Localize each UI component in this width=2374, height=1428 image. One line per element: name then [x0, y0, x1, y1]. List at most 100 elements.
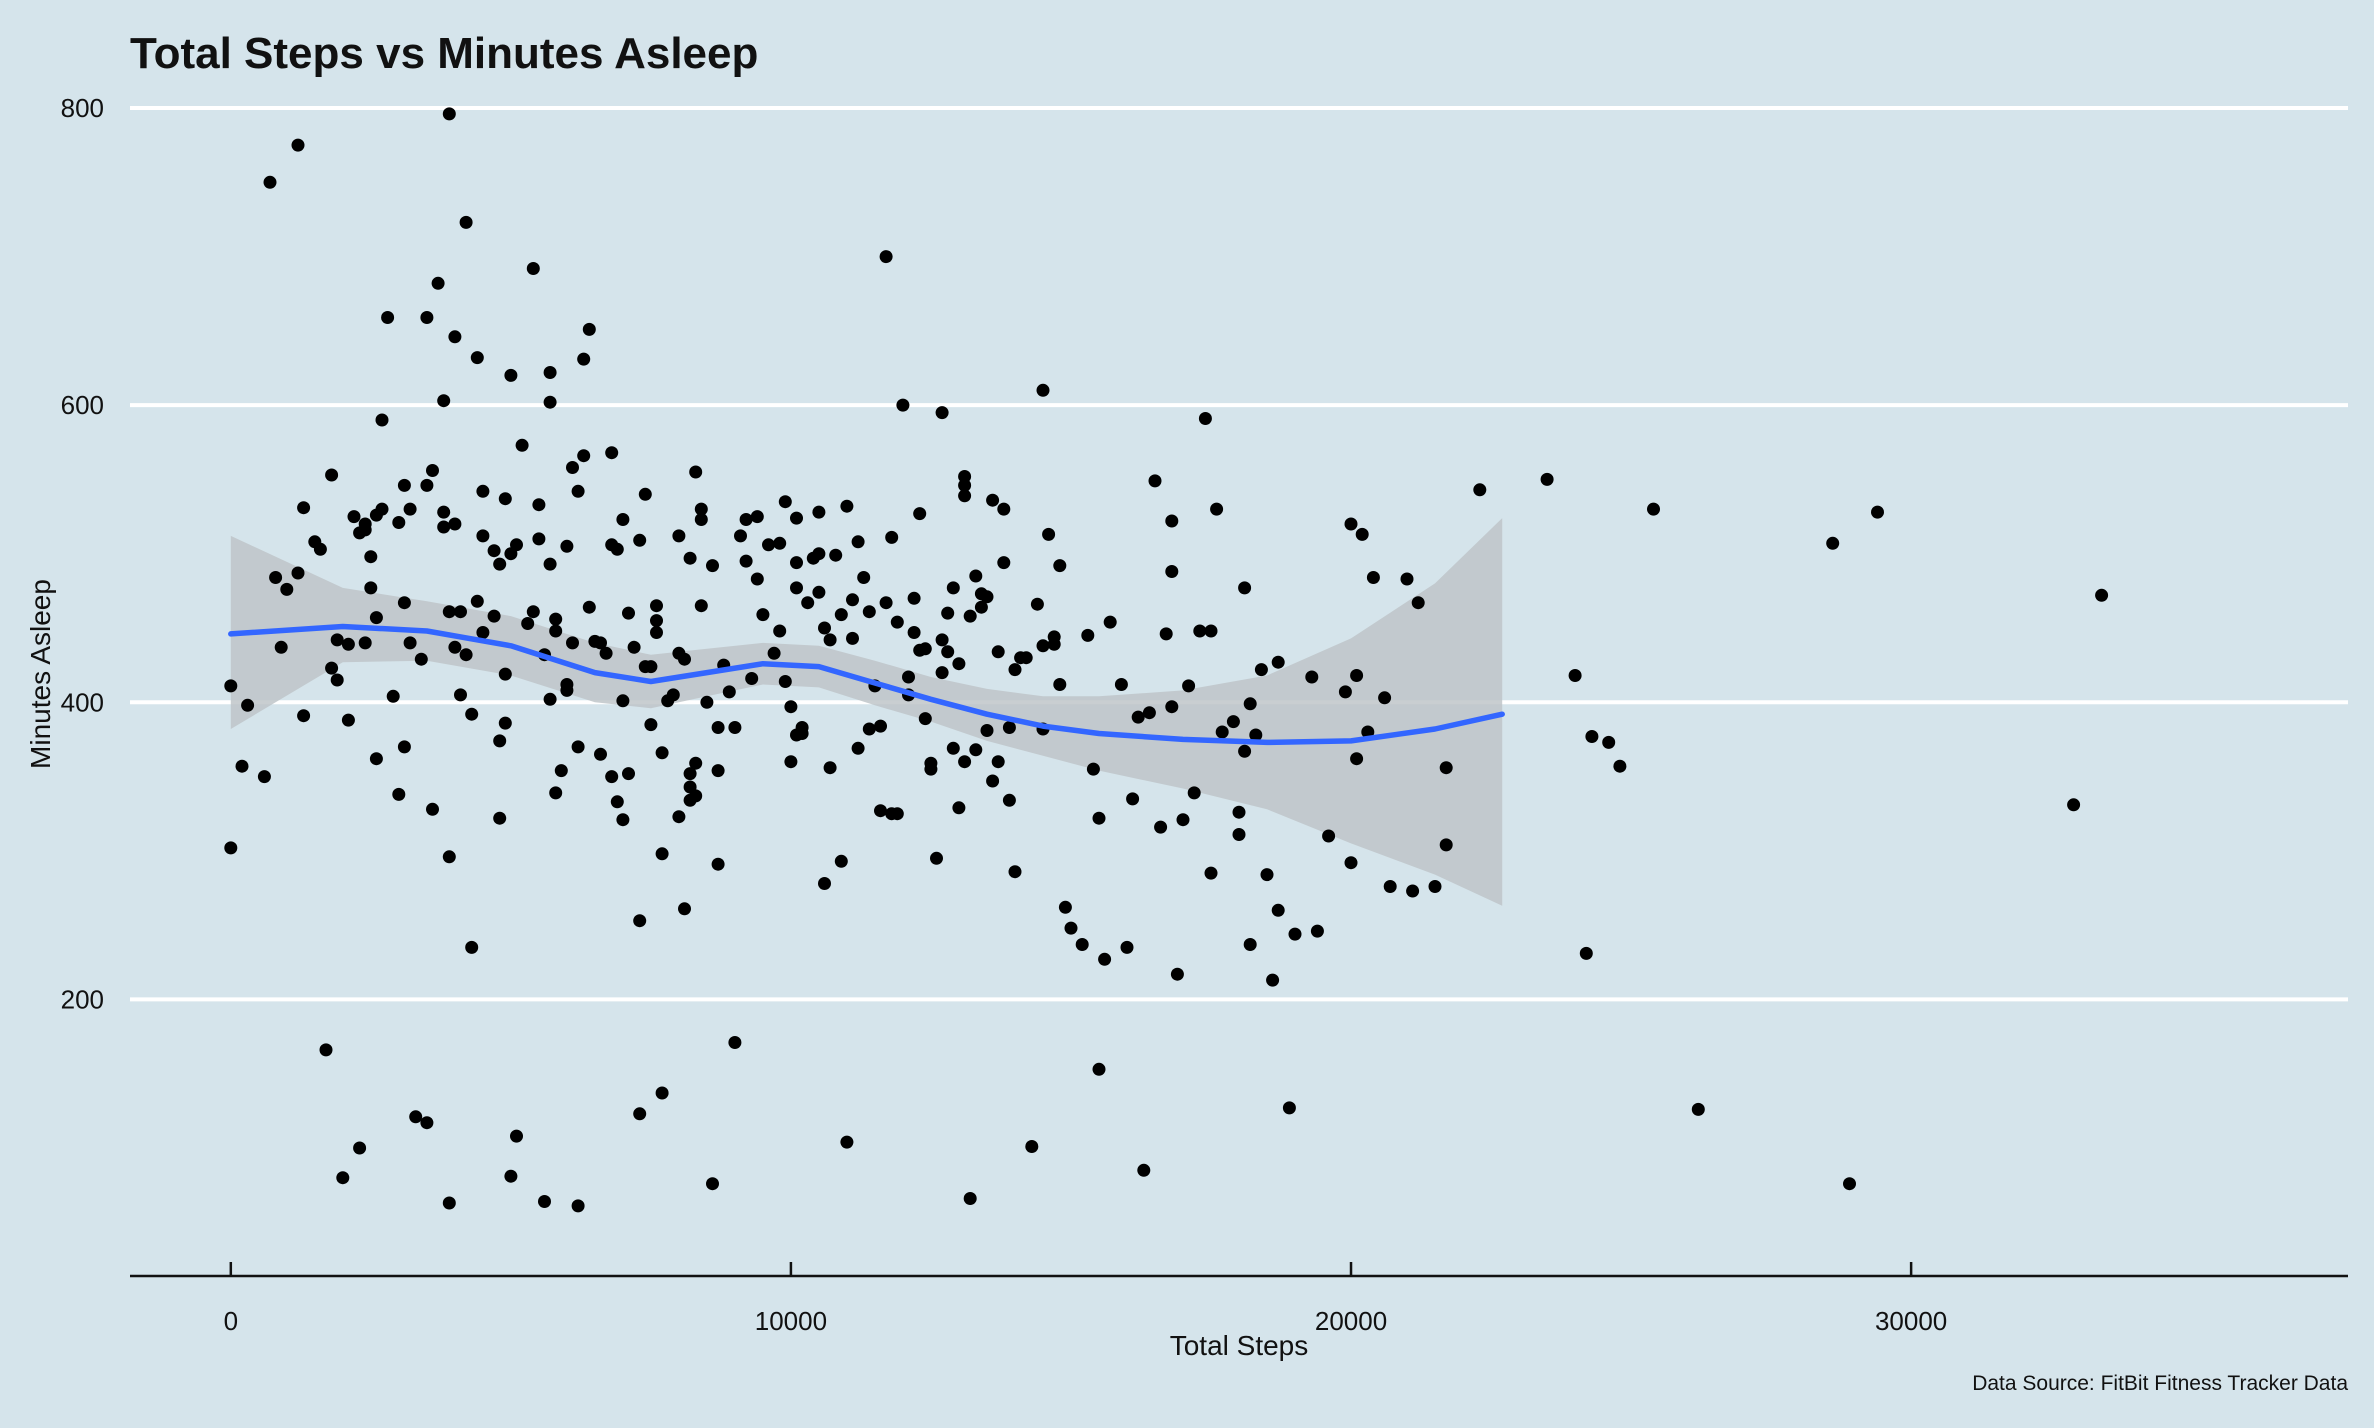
- data-point-349: [1691, 1102, 1705, 1116]
- data-point-178: [767, 646, 781, 660]
- smooth-trend-line: [228, 623, 1505, 746]
- data-point-278: [1075, 938, 1089, 951]
- data-point-158: [694, 513, 708, 526]
- data-point-70: [470, 594, 484, 608]
- data-point-224: [907, 591, 921, 605]
- data-point-287: [1126, 792, 1140, 806]
- data-point-179: [773, 536, 787, 550]
- x-tick-label-0: 0: [224, 1306, 238, 1336]
- data-point-232: [930, 851, 943, 865]
- data-point-236: [941, 606, 955, 620]
- data-point-186: [790, 556, 803, 570]
- data-point-12: [297, 709, 311, 723]
- data-point-14: [313, 542, 327, 556]
- data-point-340: [1439, 838, 1453, 852]
- data-point-291: [1148, 474, 1162, 488]
- data-point-156: [689, 789, 703, 803]
- data-point-49: [420, 1116, 434, 1130]
- data-point-190: [795, 721, 809, 734]
- data-point-15: [319, 1043, 333, 1057]
- data-point-140: [655, 746, 669, 760]
- data-point-338: [1428, 880, 1442, 893]
- data-point-114: [582, 600, 596, 614]
- data-point-85: [510, 1129, 523, 1143]
- data-point-103: [560, 539, 574, 553]
- data-point-307: [1226, 715, 1240, 729]
- data-point-229: [918, 712, 932, 726]
- data-point-155: [689, 756, 703, 770]
- data-point-336: [1406, 884, 1420, 898]
- data-point-327: [1344, 856, 1358, 870]
- data-point-21: [341, 713, 355, 727]
- data-point-208: [851, 535, 865, 549]
- data-point-277: [1064, 921, 1078, 935]
- data-point-302: [1198, 412, 1212, 425]
- data-point-234: [935, 633, 949, 647]
- data-point-286: [1120, 940, 1134, 954]
- data-point-125: [616, 694, 630, 708]
- data-point-91: [532, 532, 546, 546]
- data-point-242: [958, 489, 972, 503]
- data-point-31: [369, 752, 383, 766]
- data-point-301: [1193, 624, 1207, 638]
- data-point-211: [862, 722, 876, 736]
- data-point-321: [1288, 927, 1302, 941]
- data-point-295: [1165, 700, 1179, 714]
- data-point-248: [969, 743, 983, 757]
- data-source-caption: Data Source: FitBit Fitness Tracker Data: [1972, 1372, 2348, 1395]
- data-point-274: [1053, 559, 1067, 573]
- data-point-187: [790, 581, 803, 595]
- data-point-168: [728, 721, 742, 734]
- data-point-122: [610, 542, 624, 556]
- data-point-297: [1170, 967, 1184, 981]
- data-point-164: [711, 764, 725, 778]
- data-point-52: [431, 276, 445, 290]
- data-point-182: [778, 675, 792, 688]
- data-point-276: [1058, 900, 1072, 914]
- data-point-335: [1400, 572, 1414, 586]
- data-point-293: [1159, 627, 1173, 641]
- data-point-88: [521, 617, 535, 630]
- data-point-50: [426, 802, 439, 816]
- data-point-176: [756, 608, 770, 622]
- data-point-35: [375, 502, 389, 516]
- data-point-300: [1187, 786, 1201, 800]
- data-point-39: [392, 787, 406, 801]
- y-tick-label-400: 400: [61, 687, 104, 717]
- data-point-108: [571, 484, 585, 498]
- data-point-258: [997, 502, 1011, 516]
- data-point-71: [476, 484, 490, 498]
- data-point-84: [504, 368, 518, 382]
- data-point-19: [330, 673, 344, 687]
- data-point-331: [1361, 725, 1375, 739]
- data-point-67: [465, 940, 479, 954]
- data-point-279: [1081, 628, 1095, 642]
- data-point-200: [829, 548, 843, 562]
- data-point-271: [1042, 527, 1056, 541]
- data-point-324: [1322, 829, 1336, 843]
- data-point-240: [952, 801, 966, 815]
- data-point-254: [986, 493, 1000, 507]
- data-point-206: [846, 631, 859, 645]
- chart-title: Total Steps vs Minutes Asleep: [130, 29, 758, 78]
- data-point-61: [448, 640, 462, 654]
- data-point-66: [459, 648, 473, 662]
- data-point-20: [336, 1171, 350, 1185]
- data-point-6: [269, 571, 283, 584]
- confidence-band: [230, 518, 1503, 906]
- data-point-313: [1243, 697, 1257, 711]
- data-point-110: [571, 1199, 585, 1213]
- y-tick-label-600: 600: [61, 390, 104, 420]
- data-point-121: [605, 446, 619, 460]
- data-point-342: [1540, 472, 1554, 486]
- data-point-333: [1378, 691, 1392, 705]
- data-point-210: [862, 605, 876, 619]
- data-point-129: [627, 640, 641, 654]
- data-point-314: [1249, 728, 1263, 742]
- data-point-3: [235, 759, 249, 773]
- data-point-244: [958, 478, 972, 492]
- data-point-53: [437, 505, 451, 519]
- x-axis-title: Total Steps: [1170, 1330, 1309, 1361]
- data-point-116: [594, 747, 607, 761]
- x-axis-ticks: 0 10000 20000 30000: [224, 1262, 1947, 1336]
